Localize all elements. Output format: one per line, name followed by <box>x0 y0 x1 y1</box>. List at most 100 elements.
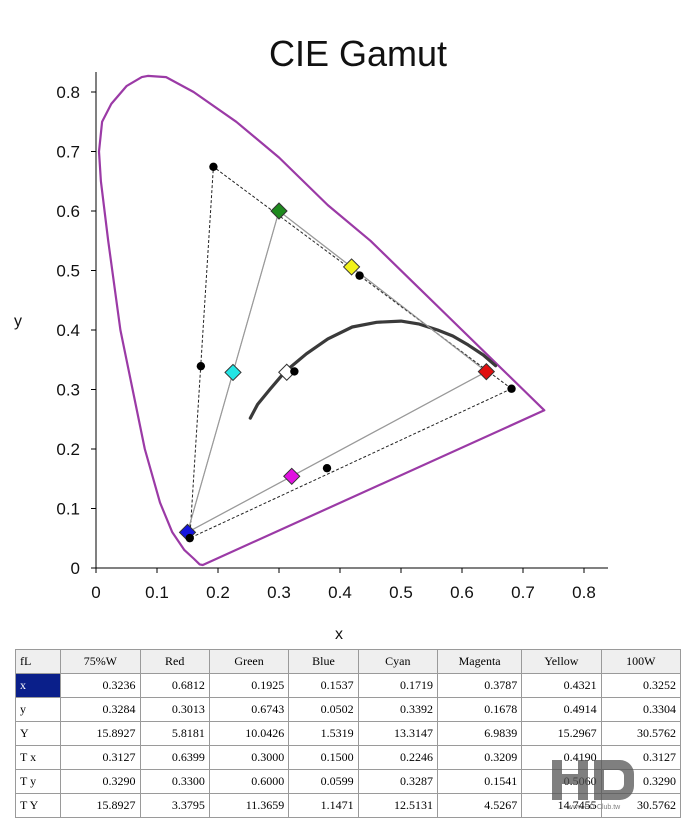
measured-point-100w <box>290 367 299 376</box>
table-row: x 0.3236 0.6812 0.1925 0.1537 0.1719 0.3787 0.4… <box>14 673 681 698</box>
target-point-green <box>270 202 288 220</box>
table-cell: 0.3284 <box>60 697 141 722</box>
y-tick-label: 0.2 <box>56 440 80 459</box>
table-cell: 5.8181 <box>139 721 210 746</box>
table-cell: 6.9839 <box>436 721 523 746</box>
column-header: Yellow <box>521 649 602 674</box>
table-cell: 0.1541 <box>436 769 523 794</box>
table-cell: 12.5131 <box>357 793 438 818</box>
locus-layer <box>97 74 546 567</box>
table-cell: 0.1925 <box>208 673 290 698</box>
y-tick-label: 0 <box>71 559 80 578</box>
target-guide-line <box>232 210 280 373</box>
x-tick-label: 0.8 <box>572 583 596 602</box>
table-cell: 15.2967 <box>521 721 602 746</box>
table-corner-cell: fL <box>14 649 62 674</box>
table-cell: 0.3000 <box>208 745 290 770</box>
table-cell: 13.3147 <box>357 721 438 746</box>
table-cell: 0.1678 <box>436 697 523 722</box>
table-cell: 0.3290 <box>600 769 681 794</box>
row-label: T x <box>14 745 62 770</box>
x-tick-label: 0.4 <box>328 583 352 602</box>
x-tick-label: 0 <box>91 583 100 602</box>
table-cell: 0.6812 <box>139 673 210 698</box>
target-guide-line <box>291 371 487 477</box>
column-header: Red <box>139 649 210 674</box>
table-cell: 0.3787 <box>436 673 523 698</box>
table-cell: 0.3209 <box>436 745 523 770</box>
column-header: 75%W <box>60 649 141 674</box>
table-cell: 14.7455 <box>521 793 602 818</box>
column-header: 100W <box>600 649 681 674</box>
table-cell: 30.5762 <box>600 721 681 746</box>
measured-point-cyan <box>196 361 206 371</box>
row-label: Y <box>14 721 62 746</box>
measured-point-yellow <box>355 271 364 280</box>
measurement-table: fL 75%W Red Green Blue Cyan Magenta Yell… <box>14 649 681 818</box>
axes: 0 0.1 0.2 0.3 0.4 0.5 0.6 0.7 0.8 0 0.1 0.2 0.3 0.4 0.… <box>56 72 608 602</box>
y-axis-label: y <box>14 313 22 330</box>
table-cell: 0.4914 <box>521 697 602 722</box>
table-cell: 4.5267 <box>436 793 523 818</box>
table-row: T Y 15.8927 3.3795 11.3659 1.1471 12.5131 4.52… <box>14 793 681 818</box>
target-guide-line <box>187 372 234 533</box>
table-cell: 0.1500 <box>288 745 359 770</box>
table-cell: 0.3300 <box>139 769 210 794</box>
x-axis-label: x <box>335 626 343 640</box>
table-cell: 0.5060 <box>521 769 602 794</box>
table-row: T x 0.3127 0.6399 0.3000 0.1500 0.2246 0.3209 0… <box>14 745 681 770</box>
table-cell: 0.1719 <box>357 673 438 698</box>
table-cell: 0.4321 <box>521 673 602 698</box>
target-point-cyan <box>224 363 242 382</box>
x-tick-label: 0.3 <box>267 583 291 602</box>
table-cell: 0.3392 <box>357 697 438 722</box>
table-cell: 30.5762 <box>600 793 681 818</box>
table-cell: 0.0502 <box>288 697 359 722</box>
table-cell: 0.1537 <box>288 673 359 698</box>
row-label: y <box>14 697 62 722</box>
measured-point-green <box>209 162 218 171</box>
table-row: Y 15.8927 5.8181 10.0426 1.5319 13.3147 6.9839… <box>14 721 681 746</box>
table-cell: 0.3127 <box>60 745 141 770</box>
y-tick-label: 0.8 <box>56 83 80 102</box>
table-cell: 0.3013 <box>139 697 210 722</box>
y-tick-label: 0.5 <box>56 262 80 281</box>
table-header-row: fL 75%W Red Green Blue Cyan Magenta Yell… <box>14 649 681 674</box>
column-header: Green <box>208 649 290 674</box>
cie-gamut-chart: CIE Gamut y x 0 0.1 0.2 0.3 0.4 0.5 0.6 0.7 0.8 0… <box>14 33 608 640</box>
table-row: T y 0.3290 0.3300 0.6000 0.0599 0.3287 0.1541 0… <box>14 769 681 794</box>
table-cell: 15.8927 <box>60 793 141 818</box>
table-cell: 0.3236 <box>60 673 141 698</box>
row-label: x <box>14 673 62 698</box>
spectral-locus-curve <box>97 74 546 567</box>
table-cell: 0.3290 <box>60 769 141 794</box>
target-guide-line <box>278 210 352 268</box>
y-tick-label: 0.7 <box>56 143 80 162</box>
table-cell: 0.6399 <box>139 745 210 770</box>
table-cell: 0.3252 <box>600 673 681 698</box>
table-row: y 0.3284 0.3013 0.6743 0.0502 0.3392 0.1678 0.4… <box>14 697 681 722</box>
target-point-yellow <box>342 258 361 276</box>
table-cell: 3.3795 <box>139 793 210 818</box>
row-label: T Y <box>14 793 62 818</box>
target-point-magenta <box>283 467 301 486</box>
table-cell: 1.5319 <box>288 721 359 746</box>
measured-gamut-triangle <box>189 165 513 539</box>
x-tick-label: 0.5 <box>389 583 413 602</box>
table-cell: 0.4190 <box>521 745 602 770</box>
x-tick-label: 0.6 <box>450 583 474 602</box>
chart-title: CIE Gamut <box>269 33 447 74</box>
y-tick-label: 0.1 <box>56 500 80 519</box>
target-guide-line <box>351 266 487 373</box>
measured-point-red <box>507 384 516 393</box>
measured-point-magenta <box>322 463 332 473</box>
y-tick-label: 0.6 <box>56 202 80 221</box>
column-header: Blue <box>288 649 359 674</box>
x-tick-label: 0.7 <box>511 583 535 602</box>
table-cell: 0.3287 <box>357 769 438 794</box>
x-tick-label: 0.1 <box>145 583 169 602</box>
column-header: Magenta <box>436 649 523 674</box>
target-point-red <box>477 362 496 381</box>
x-tick-label: 0.2 <box>206 583 230 602</box>
table-cell: 0.0599 <box>288 769 359 794</box>
